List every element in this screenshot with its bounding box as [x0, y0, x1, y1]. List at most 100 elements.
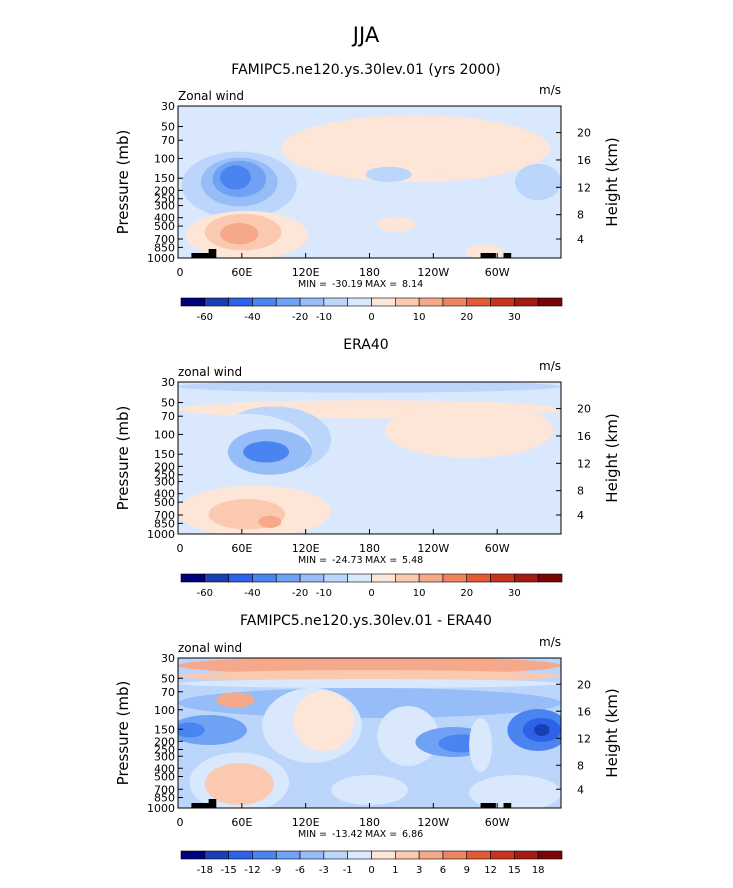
x-tick-label: 60W — [485, 542, 510, 555]
colorbar-label: -10 — [316, 588, 332, 599]
colorbar-label: 30 — [508, 588, 521, 599]
topography — [208, 249, 217, 258]
y-axis-title: Pressure (mb) — [114, 130, 132, 235]
colorbar-label: -15 — [220, 865, 236, 876]
colorbar-box — [347, 297, 372, 307]
x-tick-label: 0 — [177, 816, 184, 829]
y-tick-label: 400 — [154, 488, 175, 501]
min-label: MIN = — [298, 279, 327, 290]
x-tick-label: 120E — [292, 542, 320, 555]
colorbar-box — [395, 297, 420, 307]
height-tick-label: 16 — [577, 430, 591, 443]
y-tick-label: 850 — [154, 241, 175, 254]
y-tick-label: 30 — [161, 100, 175, 113]
colorbar-box — [204, 297, 229, 307]
colorbar: -60 -40 -20 -10 0 10 20 30 — [180, 573, 563, 599]
y-tick-label: 70 — [161, 134, 175, 147]
colorbar-label: 20 — [460, 312, 473, 323]
max-value: 8.14 — [402, 279, 423, 290]
contour-region — [292, 691, 355, 751]
x-tick-label: 60E — [231, 816, 252, 829]
colorbar-label: -40 — [244, 312, 260, 323]
colorbar-label: 0 — [368, 865, 374, 876]
contour-region — [469, 775, 561, 808]
colorbar-label: 15 — [508, 865, 521, 876]
variable-label: Zonal wind — [178, 89, 244, 103]
colorbar-box — [228, 573, 253, 583]
colorbar-box — [180, 573, 206, 583]
x-tick-label: 0 — [177, 542, 184, 555]
x-tick-label: 180 — [359, 542, 380, 555]
panel-title: FAMIPC5.ne120.ys.30lev.01 - ERA40 — [240, 613, 492, 629]
colorbar-box — [442, 573, 468, 583]
colorbar-box — [514, 850, 539, 860]
colorbar-box — [323, 297, 348, 307]
contour-field — [178, 658, 561, 808]
contour-region — [292, 136, 485, 173]
y-tick-label: 300 — [154, 200, 175, 213]
x-tick-label: 60E — [231, 542, 252, 555]
x-tick-label: 120W — [417, 816, 449, 829]
colorbar-box — [490, 850, 515, 860]
contour-region — [178, 722, 205, 738]
contour-field — [178, 106, 561, 258]
contour-region — [534, 724, 550, 736]
colorbar-box — [442, 850, 468, 860]
y-tick-label: 70 — [161, 686, 175, 699]
x-tick-label: 120W — [417, 266, 449, 279]
colorbar-box — [490, 297, 515, 307]
colorbar-box — [371, 573, 396, 583]
height-axis-title: Height (km) — [603, 413, 621, 502]
max-label: MAX = — [365, 279, 397, 290]
height-tick-label: 4 — [577, 233, 584, 246]
contour-region — [258, 515, 282, 528]
y-tick-label: 30 — [161, 376, 175, 389]
y-axis-title: Pressure (mb) — [114, 681, 132, 786]
x-tick-label: 60E — [231, 266, 252, 279]
y-tick-label: 300 — [154, 476, 175, 489]
colorbar-box — [275, 850, 301, 860]
colorbar-label: 0 — [368, 312, 374, 323]
height-tick-label: 20 — [577, 127, 591, 140]
colorbar-label: -12 — [244, 865, 260, 876]
contour-region — [220, 223, 259, 245]
contour-region — [178, 658, 561, 675]
height-tick-label: 4 — [577, 783, 584, 796]
colorbar-box — [466, 297, 491, 307]
contour-region — [216, 692, 255, 708]
x-tick-label: 120E — [292, 266, 320, 279]
colorbar-box — [275, 297, 301, 307]
y-tick-label: 200 — [154, 735, 175, 748]
contour-region — [365, 166, 412, 182]
colorbar-box — [180, 297, 206, 307]
y-tick-label: 50 — [161, 397, 175, 410]
contour-region — [178, 715, 247, 745]
colorbar-box — [275, 573, 301, 583]
y-tick-label: 500 — [154, 496, 175, 509]
colorbar-box — [252, 850, 277, 860]
height-tick-label: 12 — [577, 732, 591, 745]
y-tick-label: 250 — [154, 744, 175, 757]
height-tick-label: 16 — [577, 705, 591, 718]
contour-region — [178, 679, 561, 688]
topography — [503, 803, 512, 808]
y-tick-label: 400 — [154, 212, 175, 225]
min-value: -30.19 — [332, 279, 363, 290]
min-label: MIN = — [298, 555, 327, 566]
colorbar-box — [180, 850, 206, 860]
colorbar: -18 -15 -12 -9 -6 -3 -1 0 1 3 6 9 12 15 18 — [180, 850, 563, 876]
variable-label: zonal wind — [178, 365, 242, 379]
contour-region — [384, 403, 554, 459]
max-value: 5.48 — [402, 555, 423, 566]
colorbar-label: -1 — [343, 865, 353, 876]
x-tick-label: 180 — [359, 266, 380, 279]
x-tick-label: 180 — [359, 816, 380, 829]
colorbar-label: -3 — [319, 865, 329, 876]
y-tick-label: 50 — [161, 121, 175, 134]
height-tick-label: 4 — [577, 509, 584, 522]
y-tick-label: 700 — [154, 233, 175, 246]
height-tick-label: 20 — [577, 678, 591, 691]
y-tick-label: 500 — [154, 220, 175, 233]
colorbar-label: 1 — [392, 865, 398, 876]
